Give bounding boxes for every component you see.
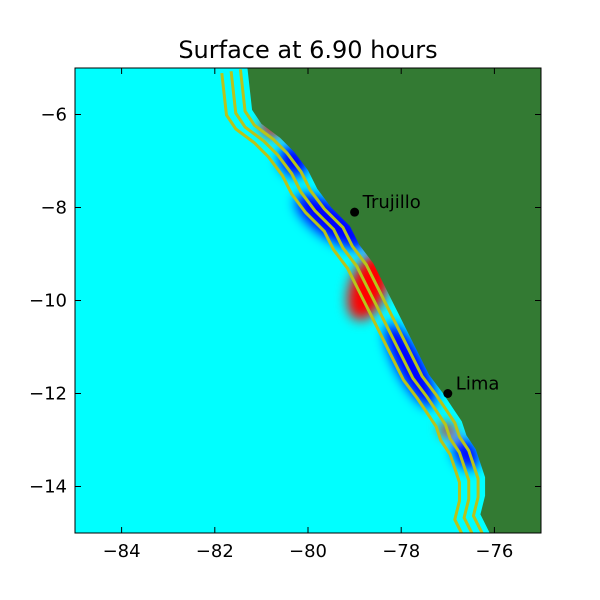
city-label: Trujillo xyxy=(362,192,421,213)
city-markers: Trujillo Lima xyxy=(350,192,499,398)
depth-contour xyxy=(238,69,484,533)
bathymetry-contours xyxy=(220,69,484,533)
x-tick-label: −84 xyxy=(103,541,141,562)
plot-area xyxy=(75,68,541,533)
x-tick-label: −78 xyxy=(382,541,420,562)
x-axis: −84 −82 −80 −78 −76 xyxy=(103,68,513,562)
y-tick-label: −12 xyxy=(29,384,67,405)
city-label: Lima xyxy=(456,374,500,395)
depth-contour xyxy=(220,72,464,533)
x-tick-label: −80 xyxy=(289,541,327,562)
city-marker xyxy=(350,207,360,217)
x-tick-label: −82 xyxy=(196,541,234,562)
y-tick-label: −14 xyxy=(29,477,67,498)
negative-anomaly xyxy=(385,323,436,408)
land-mass xyxy=(247,68,541,533)
y-tick-label: −8 xyxy=(40,198,67,219)
x-tick-label: −76 xyxy=(475,541,513,562)
plot-title: Surface at 6.90 hours xyxy=(178,36,437,64)
city-marker xyxy=(443,389,453,398)
y-tick-label: −10 xyxy=(29,291,67,312)
y-tick-label: −6 xyxy=(40,105,67,126)
depth-contour xyxy=(229,71,474,533)
y-axis: −6 −8 −10 −12 −14 xyxy=(29,105,541,498)
